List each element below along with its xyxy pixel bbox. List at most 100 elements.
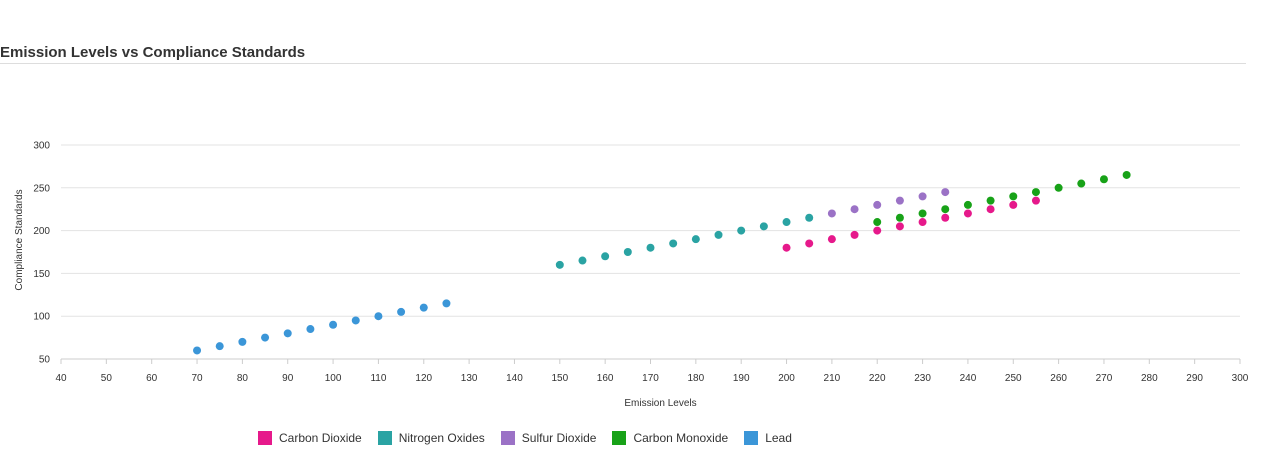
data-point — [329, 320, 338, 329]
x-tick-label: 40 — [55, 373, 67, 384]
data-point — [873, 200, 882, 209]
chart-title: Emission Levels vs Compliance Standards — [0, 44, 306, 61]
legend-item[interactable]: Sulfur Dioxide — [500, 431, 597, 445]
x-tick-label: 120 — [415, 373, 432, 384]
data-point — [691, 235, 700, 244]
legend-swatch — [500, 431, 515, 445]
data-point — [941, 188, 950, 197]
legend-swatch — [377, 431, 392, 445]
data-point — [850, 205, 859, 214]
data-point — [601, 252, 610, 261]
data-point — [1031, 196, 1040, 205]
x-tick-label: 230 — [914, 373, 931, 384]
x-tick-label: 100 — [325, 373, 342, 384]
y-tick-label: 250 — [33, 183, 50, 194]
data-point — [1009, 192, 1018, 201]
data-point — [261, 333, 270, 342]
title-divider — [0, 63, 1246, 64]
x-tick-label: 110 — [370, 373, 386, 384]
data-point — [895, 196, 904, 205]
x-tick-label: 240 — [960, 373, 977, 384]
data-point — [1054, 183, 1063, 192]
legend-item[interactable]: Carbon Dioxide — [258, 431, 362, 445]
x-tick-label: 280 — [1141, 373, 1158, 384]
data-point — [873, 218, 882, 227]
x-tick-label: 290 — [1186, 373, 1203, 384]
x-tick-label: 140 — [506, 373, 523, 384]
data-point — [895, 213, 904, 222]
data-point — [782, 218, 791, 227]
data-point — [374, 312, 383, 321]
x-tick-label: 190 — [733, 373, 750, 384]
data-point — [737, 226, 746, 235]
data-points — [193, 170, 1131, 355]
data-point — [442, 299, 451, 308]
x-tick-label: 130 — [461, 373, 478, 384]
x-tick-label: 200 — [778, 373, 795, 384]
data-point — [397, 307, 406, 316]
data-point — [827, 209, 836, 218]
x-tick-label: 80 — [237, 373, 249, 384]
legend-label: Sulfur Dioxide — [521, 431, 597, 445]
grid-lines — [61, 144, 1240, 360]
data-point — [215, 342, 224, 351]
data-point — [963, 209, 972, 218]
legend-label: Nitrogen Oxides — [398, 431, 485, 445]
x-tick-label: 50 — [101, 373, 113, 384]
x-tick-label: 210 — [824, 373, 841, 384]
data-point — [1009, 200, 1018, 209]
data-point — [623, 248, 632, 256]
data-point — [1031, 188, 1040, 197]
data-point — [555, 260, 564, 269]
data-point — [714, 230, 723, 239]
data-point — [918, 192, 927, 201]
legend-swatch — [744, 431, 759, 445]
legend: Carbon Dioxide Nitrogen Oxides Sulfur Diox… — [258, 431, 792, 445]
data-point — [986, 205, 995, 214]
legend-label: Lead — [765, 431, 792, 445]
data-point — [895, 222, 904, 231]
legend-item[interactable]: Lead — [744, 431, 792, 445]
data-point — [782, 243, 791, 252]
x-tick-label: 180 — [688, 373, 705, 384]
legend-item[interactable]: Nitrogen Oxides — [377, 431, 485, 445]
y-axis-ticks: 50 100 150 200 250 300 — [33, 141, 50, 366]
data-point — [419, 303, 428, 312]
data-point — [941, 205, 950, 214]
y-tick-label: 200 — [33, 226, 50, 237]
data-point — [827, 235, 836, 244]
x-tick-label: 170 — [642, 373, 659, 384]
x-tick-label: 60 — [146, 373, 158, 384]
data-point — [918, 209, 927, 218]
x-tick-label: 250 — [1005, 373, 1022, 384]
data-point — [918, 218, 927, 227]
data-point — [1099, 175, 1108, 184]
legend-label: Carbon Monoxide — [633, 431, 729, 445]
x-tick-label: 70 — [191, 373, 203, 384]
x-tick-label: 260 — [1050, 373, 1067, 384]
legend-label: Carbon Dioxide — [279, 431, 362, 445]
data-point — [850, 230, 859, 239]
legend-swatch — [258, 431, 272, 445]
x-tick-label: 270 — [1096, 373, 1113, 384]
x-axis-ticks: 40 50 60 70 80 90 100 110 120 130 140 150 160 170 180 1… — [55, 359, 1249, 384]
data-point — [351, 316, 360, 325]
data-point — [238, 337, 247, 346]
y-tick-label: 50 — [39, 355, 51, 366]
legend-item[interactable]: Carbon Monoxide — [612, 431, 728, 445]
data-point — [805, 213, 814, 222]
y-tick-label: 150 — [33, 269, 50, 280]
data-point — [646, 243, 655, 252]
data-point — [578, 256, 587, 265]
x-tick-label: 220 — [869, 373, 886, 384]
data-point — [986, 196, 995, 205]
data-point — [963, 200, 972, 209]
data-point — [873, 226, 882, 235]
x-tick-label: 150 — [551, 373, 568, 384]
legend-swatch — [612, 431, 627, 445]
data-point — [306, 325, 315, 334]
data-point — [1122, 170, 1131, 179]
x-tick-label: 160 — [597, 373, 614, 384]
data-point — [1077, 179, 1086, 188]
data-point — [283, 329, 292, 338]
